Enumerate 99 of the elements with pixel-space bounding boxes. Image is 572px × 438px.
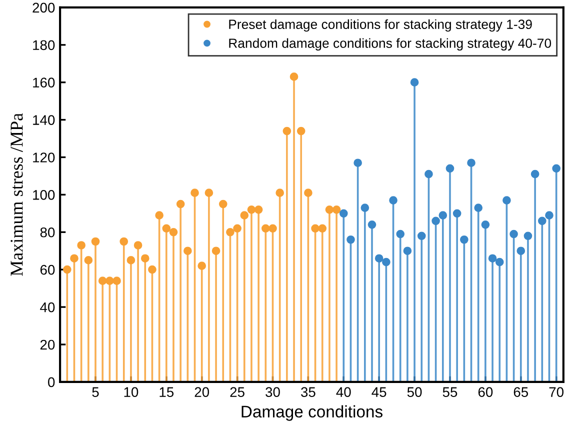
y-tick-label: 20 (40, 340, 55, 350)
legend-label: Preset damage conditions for stacking strategy 1-39 (229, 19, 532, 32)
y-tick-label: 200 (32, 2, 55, 13)
point (226, 228, 234, 236)
point (516, 246, 526, 256)
point (495, 258, 504, 266)
x-tick-label: 40 (336, 387, 351, 397)
x-tick-label: 55 (442, 387, 458, 397)
point (169, 228, 178, 236)
point (148, 265, 156, 274)
point (155, 211, 164, 220)
x-tick-label: 5 (92, 387, 99, 397)
point (510, 230, 518, 238)
x-tick-label: 35 (301, 387, 316, 397)
point (290, 72, 298, 81)
point (368, 220, 376, 229)
point (410, 78, 419, 87)
y-tick-label: 120 (33, 152, 55, 162)
point (374, 254, 384, 263)
point (62, 265, 72, 274)
point (233, 224, 242, 233)
point (332, 206, 341, 214)
point (460, 235, 468, 244)
x-tick-label: 15 (160, 387, 174, 397)
point (162, 224, 171, 233)
point (552, 164, 560, 173)
point (432, 216, 440, 226)
y-tick-label: 140 (33, 115, 55, 125)
point (339, 209, 348, 218)
point (240, 211, 249, 220)
point (184, 246, 192, 256)
point (304, 188, 312, 197)
point (98, 276, 107, 285)
point (218, 200, 228, 208)
point (452, 209, 462, 218)
point (276, 188, 284, 197)
x-tick-label: 20 (194, 387, 210, 397)
y-tick-label: 100 (33, 190, 55, 200)
point (254, 206, 263, 214)
point (77, 241, 86, 250)
x-tick-label: 10 (124, 387, 138, 397)
point (190, 188, 199, 197)
x-tick-label: 60 (478, 387, 493, 397)
point (382, 258, 390, 266)
x-tick-label: 50 (407, 387, 422, 397)
point (403, 246, 412, 256)
legend-label: Random damage conditions for stacking strategy 40-70 (229, 38, 552, 51)
x-tick-label: 30 (266, 387, 280, 397)
y-tick-label: 40 (40, 302, 55, 312)
point (126, 256, 136, 264)
point (360, 204, 370, 212)
point (198, 262, 206, 270)
point (112, 276, 121, 285)
point (261, 224, 270, 233)
point (524, 232, 532, 240)
point (389, 196, 398, 204)
point (84, 256, 93, 264)
point (474, 204, 483, 212)
point (120, 237, 128, 246)
x-tick-label: 70 (549, 387, 564, 397)
point (417, 232, 426, 240)
x-tick-label: 45 (372, 387, 386, 397)
point (70, 254, 78, 263)
point (502, 196, 511, 204)
point (134, 241, 142, 250)
point (481, 220, 490, 229)
point (396, 230, 405, 238)
x-tick-label: 25 (230, 387, 244, 397)
point (530, 170, 540, 178)
point (318, 224, 327, 233)
point (282, 126, 292, 136)
point (488, 254, 497, 263)
x-tick-label: 65 (514, 387, 528, 397)
point (446, 164, 454, 173)
y-tick-label: 0 (48, 377, 55, 388)
x-axis-title: Damage conditions (242, 405, 382, 421)
point (545, 211, 554, 220)
y-axis-title: Maximum stress /MPa (10, 113, 23, 276)
point (91, 237, 100, 246)
point (538, 216, 546, 226)
point (204, 188, 214, 197)
y-tick-label: 180 (33, 40, 55, 50)
point (424, 170, 433, 178)
point (467, 158, 476, 168)
point (325, 206, 334, 214)
point (354, 158, 362, 168)
point (140, 254, 150, 263)
point (212, 246, 220, 256)
point (311, 224, 320, 233)
y-tick-label: 160 (33, 78, 55, 88)
point (296, 126, 306, 136)
point (176, 200, 185, 208)
point (106, 276, 114, 285)
y-tick-label: 80 (40, 227, 55, 238)
y-tick-label: 60 (40, 264, 55, 275)
point (438, 211, 448, 220)
point (268, 224, 277, 233)
point (346, 235, 355, 244)
point (247, 206, 256, 214)
